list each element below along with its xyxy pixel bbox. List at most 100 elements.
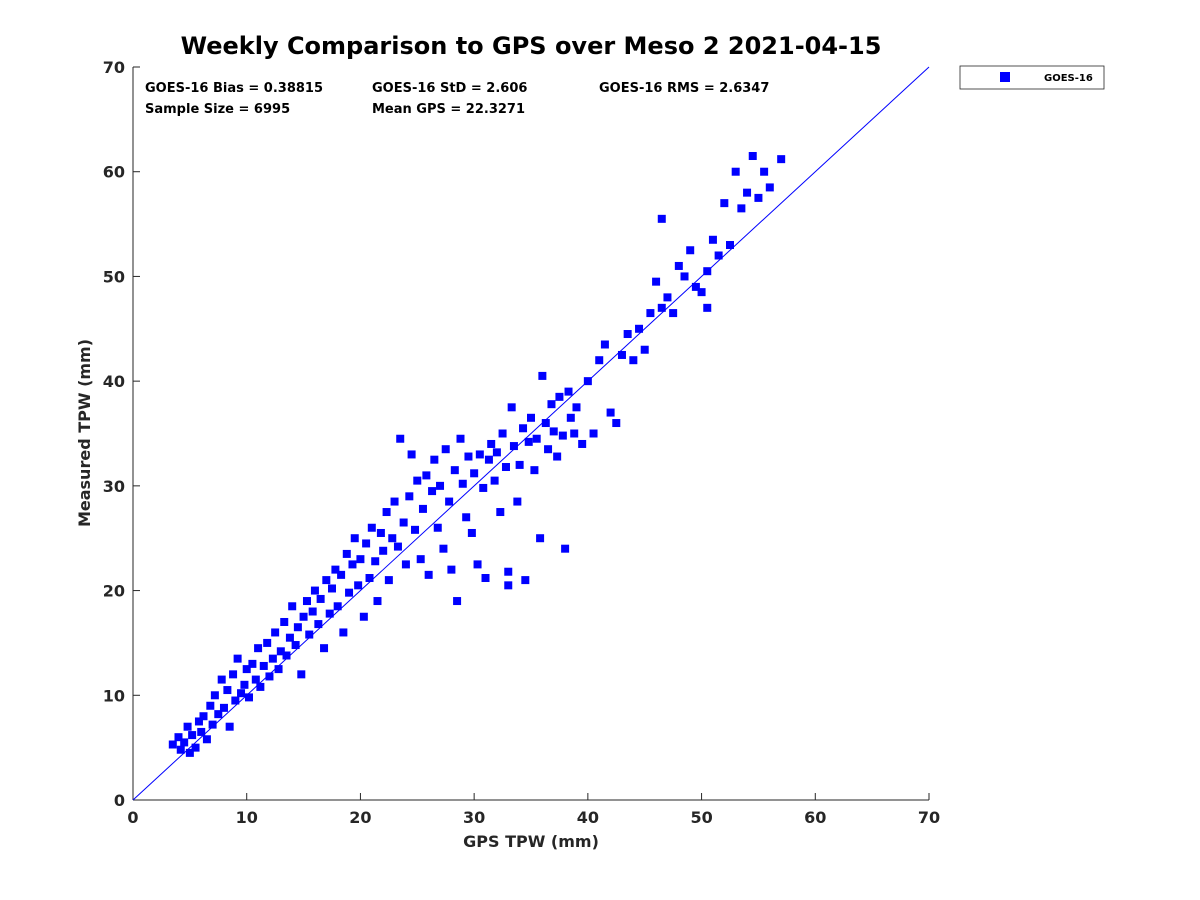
data-point	[447, 565, 456, 574]
x-tick-label: 40	[577, 808, 599, 827]
data-point	[564, 387, 573, 396]
x-tick-label: 50	[690, 808, 712, 827]
x-tick-label: 20	[349, 808, 371, 827]
data-point	[202, 735, 211, 744]
data-point	[176, 745, 185, 754]
data-point	[233, 654, 242, 663]
data-point	[527, 413, 535, 422]
y-tick-label: 70	[103, 58, 125, 77]
data-point	[191, 743, 200, 752]
data-point	[345, 588, 354, 597]
data-point	[359, 612, 368, 621]
data-point	[479, 483, 488, 492]
data-point	[174, 733, 183, 742]
data-point	[208, 720, 217, 729]
y-tick-label: 30	[103, 477, 125, 496]
x-tick-label: 0	[127, 808, 138, 827]
data-point	[183, 722, 192, 731]
data-point	[382, 508, 391, 517]
data-point	[180, 738, 189, 747]
data-point	[524, 437, 533, 446]
data-point	[240, 680, 249, 689]
data-point	[390, 497, 399, 506]
data-point	[308, 607, 317, 616]
data-point	[640, 345, 649, 354]
data-point	[259, 661, 268, 670]
data-point	[737, 204, 746, 213]
data-point	[393, 542, 402, 551]
data-point	[703, 267, 712, 276]
data-point	[365, 574, 374, 583]
data-point	[450, 466, 459, 475]
data-point	[418, 504, 427, 513]
data-point	[428, 487, 437, 496]
data-point	[188, 731, 197, 740]
data-point	[337, 570, 346, 579]
data-point	[731, 167, 740, 176]
data-point	[214, 710, 223, 719]
data-point	[669, 309, 678, 318]
data-point	[350, 534, 359, 543]
y-tick-label: 20	[103, 582, 125, 601]
data-point	[185, 748, 194, 757]
data-point	[367, 523, 376, 532]
data-point	[331, 565, 340, 574]
data-point	[265, 672, 274, 681]
data-point	[282, 651, 291, 660]
data-point	[714, 251, 723, 260]
data-point	[206, 701, 215, 710]
data-point	[379, 546, 388, 555]
data-point	[663, 293, 672, 302]
data-point	[288, 602, 297, 611]
data-point	[462, 513, 471, 522]
data-point	[316, 594, 325, 603]
data-point	[748, 152, 757, 161]
data-point	[549, 427, 558, 436]
data-point	[297, 670, 306, 679]
data-point	[652, 277, 661, 286]
y-tick-label: 40	[103, 372, 125, 391]
data-point	[691, 282, 700, 291]
data-point	[507, 403, 516, 412]
y-tick-label: 60	[103, 163, 125, 182]
data-point	[254, 644, 263, 653]
legend-label-goes-16: GOES-16	[1044, 73, 1093, 84]
stat-mean-gps: Mean GPS = 22.3271	[372, 102, 525, 117]
data-point	[430, 455, 439, 464]
data-point	[475, 450, 484, 459]
y-tick-label: 50	[103, 267, 125, 286]
data-point	[310, 586, 319, 595]
data-point	[210, 691, 219, 700]
data-point	[561, 544, 570, 553]
data-point	[223, 686, 232, 695]
data-point	[743, 188, 752, 197]
data-point	[538, 371, 547, 380]
stats-annotations: GOES-16 Bias = 0.38815 GOES-16 StD = 2.6…	[145, 81, 769, 117]
data-point	[521, 576, 530, 585]
data-point	[320, 644, 329, 653]
data-point	[544, 445, 553, 454]
y-tick-label: 0	[114, 791, 125, 810]
data-point	[231, 696, 240, 705]
data-point	[530, 466, 539, 475]
stat-sample-size: Sample Size = 6995	[145, 102, 290, 117]
data-point	[194, 717, 203, 726]
data-point	[422, 471, 431, 480]
data-point	[413, 476, 422, 485]
data-point	[328, 584, 336, 593]
data-point	[401, 560, 410, 569]
data-point	[617, 350, 626, 359]
data-point	[578, 439, 587, 448]
data-point	[686, 246, 695, 255]
x-tick-label: 10	[236, 808, 258, 827]
legend-marker-goes-16	[1000, 72, 1010, 82]
data-point	[416, 555, 425, 564]
data-point	[697, 288, 706, 297]
legend-box	[959, 65, 1105, 90]
data-point	[396, 434, 405, 443]
data-point	[496, 508, 505, 517]
data-point	[322, 576, 331, 585]
data-point	[760, 167, 769, 176]
data-point	[484, 455, 493, 464]
